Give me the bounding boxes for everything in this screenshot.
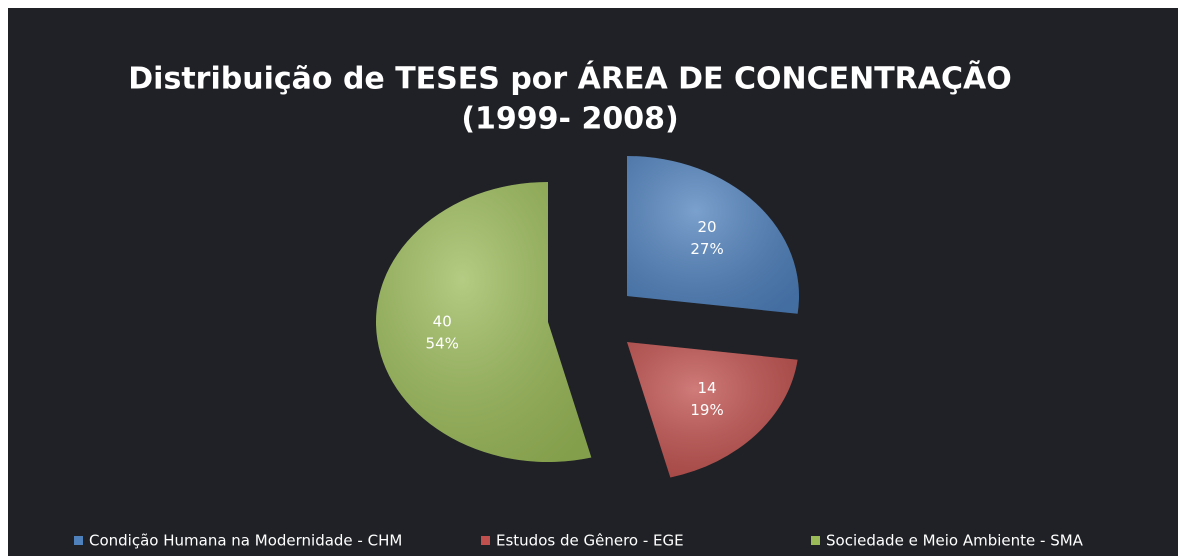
legend-marker [74, 536, 83, 545]
pie-slice-shade [627, 342, 798, 478]
data-label: 20 [698, 218, 717, 236]
chart-subtitle: (1999- 2008) [461, 102, 678, 137]
data-label-percent: 27% [690, 240, 723, 258]
legend-marker [481, 536, 490, 545]
legend-marker [811, 536, 820, 545]
data-label: 40 [433, 313, 452, 331]
pie-slice-shade [627, 155, 800, 314]
data-label-percent: 19% [690, 401, 723, 419]
chart-title: Distribuição de TESES por ÁREA DE CONCEN… [128, 60, 1011, 97]
data-label: 14 [698, 379, 717, 397]
chart-background [8, 8, 1178, 556]
legend-label: Condição Humana na Modernidade - CHM [89, 532, 402, 550]
pie-slice-shade [375, 182, 592, 463]
legend-label: Sociedade e Meio Ambiente - SMA [826, 532, 1084, 550]
data-label-percent: 54% [426, 335, 459, 353]
legend-label: Estudos de Gênero - EGE [496, 532, 684, 550]
